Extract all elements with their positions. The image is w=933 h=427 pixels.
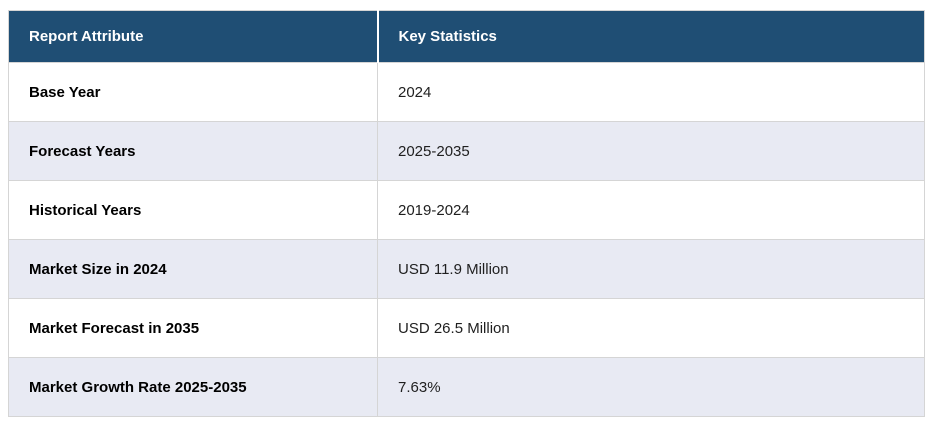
report-attributes-table: Report Attribute Key Statistics Base Yea…: [8, 10, 925, 417]
value-cell: 2024: [377, 62, 925, 122]
column-header-key-statistics: Key Statistics: [377, 10, 925, 63]
table-row-historical-years: Historical Years 2019-2024: [8, 180, 925, 240]
attribute-cell: Base Year: [8, 62, 378, 122]
report-attributes-table-container: Report Attribute Key Statistics Base Yea…: [8, 10, 925, 417]
table-row-market-size: Market Size in 2024 USD 11.9 Million: [8, 239, 925, 299]
attribute-cell: Historical Years: [8, 180, 378, 240]
value-cell: 2019-2024: [377, 180, 925, 240]
value-cell: 2025-2035: [377, 121, 925, 181]
table-row-base-year: Base Year 2024: [8, 62, 925, 122]
value-cell: 7.63%: [377, 357, 925, 417]
table-body: Base Year 2024 Forecast Years 2025-2035 …: [8, 62, 925, 417]
table-header: Report Attribute Key Statistics: [8, 10, 925, 63]
table-row-market-forecast: Market Forecast in 2035 USD 26.5 Million: [8, 298, 925, 358]
value-cell: USD 11.9 Million: [377, 239, 925, 299]
attribute-cell: Market Size in 2024: [8, 239, 378, 299]
table-row-growth-rate: Market Growth Rate 2025-2035 7.63%: [8, 357, 925, 417]
header-row: Report Attribute Key Statistics: [8, 10, 925, 63]
column-header-report-attribute: Report Attribute: [8, 10, 379, 63]
value-cell: USD 26.5 Million: [377, 298, 925, 358]
attribute-cell: Market Growth Rate 2025-2035: [8, 357, 378, 417]
attribute-cell: Market Forecast in 2035: [8, 298, 378, 358]
table-row-forecast-years: Forecast Years 2025-2035: [8, 121, 925, 181]
attribute-cell: Forecast Years: [8, 121, 378, 181]
